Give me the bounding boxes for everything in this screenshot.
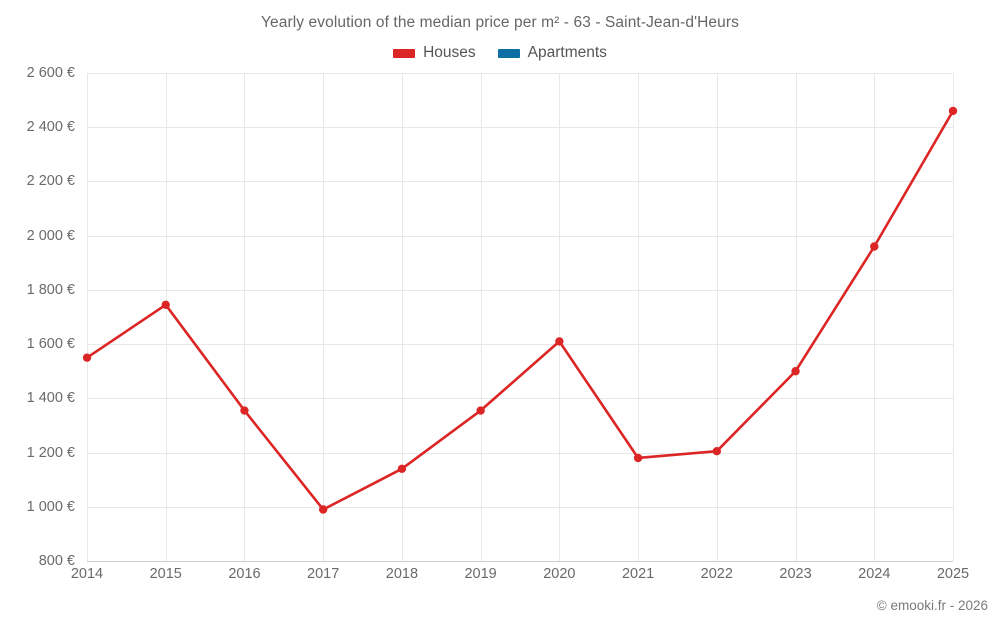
x-axis-tick-label: 2018 <box>385 566 419 582</box>
gridline-vertical <box>795 73 797 561</box>
legend-item-houses[interactable]: Houses <box>393 44 476 62</box>
x-axis-tick-label: 2025 <box>936 566 970 582</box>
y-axis-tick-label: 1 600 € <box>26 336 75 353</box>
x-axis-tick-label: 2020 <box>543 566 576 582</box>
x-axis-tick-label: 2022 <box>700 566 733 582</box>
x-axis-tick-label: 2019 <box>464 566 497 582</box>
data-point-houses[interactable] <box>870 242 879 251</box>
series-line-houses <box>85 109 955 511</box>
gridline-vertical <box>244 73 246 561</box>
plot-area <box>82 73 958 562</box>
y-axis-tick-label: 2 400 € <box>26 119 75 136</box>
data-point-houses[interactable] <box>791 367 800 376</box>
credit-text: © emooki.fr - 2026 <box>876 598 988 613</box>
gridline-vertical <box>401 73 403 561</box>
y-axis-tick-label: 1 800 € <box>26 281 75 298</box>
legend-label-houses: Houses <box>423 44 476 61</box>
x-axis-tick-label: 2017 <box>307 566 340 582</box>
x-axis-tick-label: 2024 <box>858 566 891 582</box>
data-point-houses[interactable] <box>476 406 485 415</box>
gridline-horizontal <box>87 344 953 346</box>
y-axis-tick-label: 1 000 € <box>26 498 75 515</box>
gridline-vertical <box>559 73 561 561</box>
data-point-houses[interactable] <box>948 106 958 116</box>
x-axis-tick-label: 2023 <box>779 566 812 582</box>
gridline-vertical <box>323 73 325 561</box>
data-point-houses[interactable] <box>82 353 92 362</box>
legend-swatch-apartments <box>497 48 520 58</box>
gridline-horizontal <box>87 181 953 183</box>
y-axis-tick-label: 1 400 € <box>26 390 75 407</box>
gridline-vertical <box>874 73 876 561</box>
x-axis-tick-label: 2021 <box>621 566 655 582</box>
gridline-vertical <box>165 73 167 561</box>
y-axis-tick-label: 1 200 € <box>26 444 75 461</box>
chart-title: Yearly evolution of the median price per… <box>261 14 739 31</box>
x-axis-labels: 2014 2015 2016 2017 2018 2019 2020 2021 2022 2023… <box>71 566 969 590</box>
x-axis-tick-label: 2014 <box>70 566 104 582</box>
series-layer <box>82 106 958 514</box>
data-point-houses[interactable] <box>712 447 722 456</box>
chart-legend: Houses Apartments <box>0 44 1000 62</box>
y-axis-tick-label: 800 € <box>38 553 75 569</box>
gridline-horizontal <box>87 127 953 129</box>
gridline-vertical <box>480 73 482 561</box>
gridline-horizontal <box>87 506 953 508</box>
y-axis-labels: 2 600 € 2 400 € 2 200 € 2 000 € 1 800 € 1 600… <box>0 65 1000 569</box>
legend-label-apartments: Apartments <box>527 44 607 61</box>
legend-swatch-houses <box>393 48 416 58</box>
gridline-vertical <box>716 73 718 561</box>
data-point-houses[interactable] <box>397 464 407 474</box>
x-axis-tick-label: 2015 <box>149 566 182 582</box>
data-point-houses[interactable] <box>633 453 643 463</box>
y-axis-tick-label: 2 600 € <box>26 65 75 81</box>
gridline-horizontal <box>87 398 953 400</box>
data-point-houses[interactable] <box>240 406 249 415</box>
gridline-vertical <box>638 73 640 561</box>
data-point-houses[interactable] <box>161 300 170 309</box>
gridline-horizontal <box>87 73 953 74</box>
x-axis-tick-label: 2016 <box>228 566 261 582</box>
gridline-horizontal <box>87 235 953 237</box>
legend-item-apartments[interactable]: Apartments <box>497 44 607 62</box>
data-point-houses[interactable] <box>318 505 328 514</box>
gridline-horizontal <box>87 452 953 454</box>
x-axis-line <box>87 561 953 562</box>
y-axis-tick-label: 2 200 € <box>26 173 75 190</box>
gridline-vertical <box>87 73 88 561</box>
data-point-houses[interactable] <box>555 337 564 346</box>
y-axis-tick-label: 2 000 € <box>26 227 75 244</box>
gridline-vertical <box>953 73 954 561</box>
gridline-horizontal <box>87 289 953 291</box>
